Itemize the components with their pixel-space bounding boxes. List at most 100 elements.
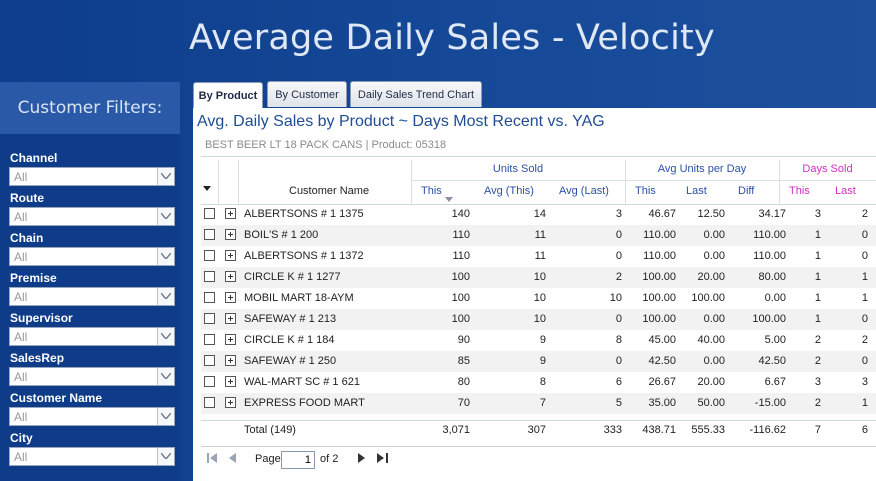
cell-days-last: 1 [861,397,868,409]
expand-icon[interactable] [225,229,236,240]
expand-icon[interactable] [225,313,236,324]
row-checkbox[interactable] [204,250,215,261]
tab-daily-sales-trend-chart[interactable]: Daily Sales Trend Chart [350,81,482,107]
table-row[interactable]: ALBERTSONS # 1 1372 110 11 0 110.00 0.00… [201,246,876,267]
row-checkbox[interactable] [204,334,215,345]
cell-days-last: 2 [861,208,868,220]
cell-au-last: 0.00 [703,250,725,262]
filter-select-chain[interactable]: All [9,247,175,266]
cell-days-last: 0 [861,313,868,325]
filter-value: All [14,170,28,184]
sort-desc-icon[interactable] [445,189,453,207]
col-avg-units-diff[interactable]: Diff [738,185,755,197]
table-row[interactable]: BOIL'S # 1 200 110 11 0 110.00 0.00 110.… [201,225,876,246]
cell-avg-last: 0 [615,229,622,241]
cell-avg-this: 10 [533,271,546,283]
filter-value: All [14,290,28,304]
row-checkbox[interactable] [204,397,215,408]
table-row[interactable]: CIRCLE K # 1 1277 100 10 2 100.00 20.00 … [201,267,876,288]
cell-au-last: 0.00 [703,355,725,367]
chevron-down-icon[interactable] [157,448,174,465]
group-divider [411,180,876,181]
last-page-icon[interactable] [377,453,388,466]
col-avg-units-this[interactable]: This [635,185,656,197]
cell-days-last: 2 [861,334,868,346]
table-row[interactable]: SAFEWAY # 1 250 85 9 0 42.50 0.00 42.50 … [201,351,876,372]
row-checkbox[interactable] [204,229,215,240]
col-avg-this[interactable]: Avg (This) [484,185,534,197]
cell-avg-last: 0 [615,250,622,262]
chevron-down-icon[interactable] [157,368,174,385]
table-row[interactable]: CIRCLE K # 1 184 90 9 8 45.00 40.00 5.00… [201,330,876,351]
expand-icon[interactable] [225,250,236,261]
row-checkbox[interactable] [204,376,215,387]
chevron-down-icon[interactable] [157,168,174,185]
cell-avg-this: 7 [539,397,546,409]
filter-label-route: Route [10,191,44,205]
cell-days-last: 3 [861,376,868,388]
prev-page-icon[interactable] [229,453,236,466]
col-customer-name[interactable]: Customer Name [289,185,370,197]
filter-select-city[interactable]: All [9,447,175,466]
table-row[interactable]: EXPRESS FOOD MART 70 7 5 35.00 50.00 -15… [201,393,876,414]
expand-icon[interactable] [225,334,236,345]
filter-select-premise[interactable]: All [9,287,175,306]
cell-au-last: 100.00 [691,292,725,304]
cell-avg-last: 8 [615,334,622,346]
cell-avg-last: 5 [615,397,622,409]
cell-avg-this: 9 [539,334,546,346]
chevron-down-icon[interactable] [157,328,174,345]
filter-label-channel: Channel [10,151,58,165]
cell-avg-last: 0 [615,313,622,325]
row-checkbox[interactable] [204,208,215,219]
cell-days-this: 3 [814,376,821,388]
table-row[interactable]: ALBERTSONS # 1 1375 140 14 3 46.67 12.50… [201,204,876,225]
col-days-this[interactable]: This [789,185,810,197]
chevron-down-icon[interactable] [157,208,174,225]
total-au-diff: -116.62 [749,424,787,436]
first-page-icon[interactable] [207,453,218,466]
filter-select-route[interactable]: All [9,207,175,226]
table-row[interactable]: SAFEWAY # 1 213 100 10 0 100.00 0.00 100… [201,309,876,330]
col-units-this[interactable]: This [421,185,442,197]
cell-days-last: 0 [861,229,868,241]
col-days-last[interactable]: Last [835,185,856,197]
cell-au-last: 20.00 [697,271,725,283]
tab-by-customer[interactable]: By Customer [267,81,347,107]
expand-icon[interactable] [225,397,236,408]
cell-au-diff: 100.00 [752,313,786,325]
filter-label-chain: Chain [10,231,44,245]
col-avg-last[interactable]: Avg (Last) [559,185,609,197]
cell-days-this: 1 [814,250,821,262]
expand-icon[interactable] [225,292,236,303]
expand-icon[interactable] [225,355,236,366]
total-days-this: 7 [814,424,821,436]
filter-select-supervisor[interactable]: All [9,327,175,346]
filter-label-salesrep: SalesRep [10,351,65,365]
expand-icon[interactable] [225,208,236,219]
chevron-down-icon[interactable] [157,248,174,265]
cell-au-last: 12.50 [697,208,725,220]
expand-icon[interactable] [225,271,236,282]
table-row[interactable]: MOBIL MART 18-AYM 100 10 10 100.00 100.0… [201,288,876,309]
row-checkbox[interactable] [204,271,215,282]
cell-avg-this: 11 [534,250,546,262]
tab-by-product[interactable]: By Product [193,82,263,109]
chevron-down-icon[interactable] [157,288,174,305]
row-checkbox[interactable] [204,355,215,366]
col-avg-units-last[interactable]: Last [686,185,707,197]
page-number-input[interactable]: 1 [281,451,315,469]
row-checkbox[interactable] [204,292,215,303]
total-units-this: 3,071 [442,424,470,436]
row-checkbox[interactable] [204,313,215,324]
next-page-icon[interactable] [358,453,365,466]
filter-select-customer-name[interactable]: All [9,407,175,426]
expand-icon[interactable] [225,376,236,387]
cell-au-this: 100.00 [642,271,676,283]
column-menu-icon[interactable] [203,178,211,196]
group-units-sold: Units Sold [492,163,544,175]
filter-select-channel[interactable]: All [9,167,175,186]
filter-select-salesrep[interactable]: All [9,367,175,386]
chevron-down-icon[interactable] [157,408,174,425]
table-row[interactable]: WAL-MART SC # 1 621 80 8 6 26.67 20.00 6… [201,372,876,393]
